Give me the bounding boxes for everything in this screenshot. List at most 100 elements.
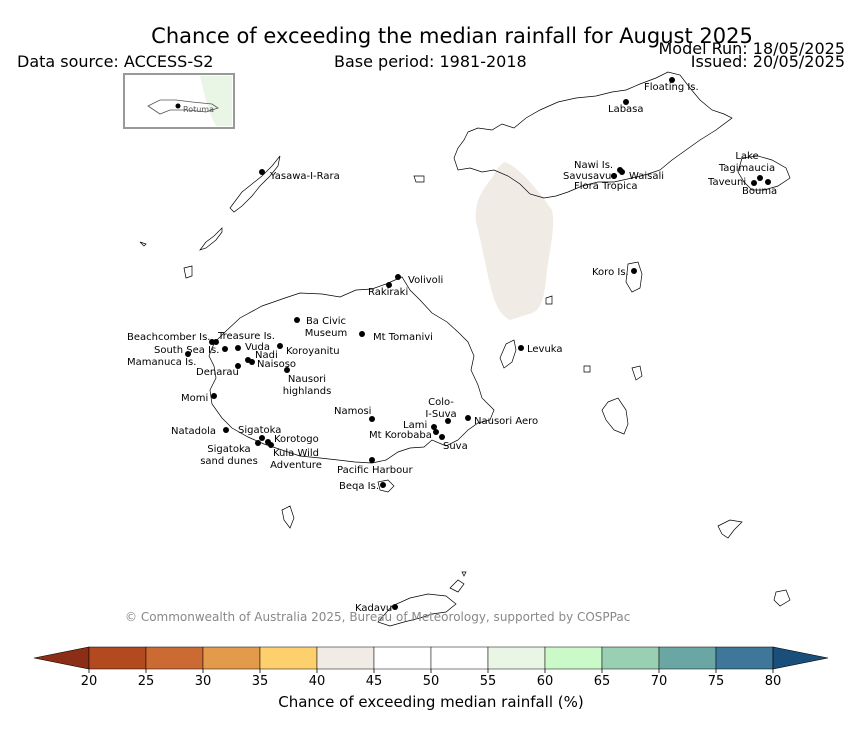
colorbar-tick-label: 60 (537, 674, 554, 689)
place-marker (235, 363, 241, 369)
place-label: Ba Civic Museum (305, 316, 347, 339)
place-label: Levuka (527, 344, 563, 355)
place-markers: Floating Is.Labasa Nawi Is.Savusavu Waisal… (127, 77, 777, 614)
place-label: Colo-I-Suva (425, 397, 456, 420)
colorbar-bin (715, 646, 774, 670)
colorbar-bin (430, 646, 489, 670)
taveuni-coast (737, 155, 791, 191)
place-label: Lake Tagimaucia (718, 151, 775, 174)
place-label: Flora Tropica (574, 181, 637, 192)
place-marker (465, 415, 471, 421)
place-marker (765, 179, 771, 185)
colorbar-bin (487, 646, 546, 670)
viti-levu-coast (208, 276, 495, 464)
place-marker (268, 442, 274, 448)
copyright-notice: © Commonwealth of Australia 2025, Bureau… (125, 610, 631, 624)
place-label: Kadavu (355, 603, 392, 614)
place-label: Sigatoka sand dunes (200, 444, 258, 467)
place-label: Beqa Is. (339, 481, 379, 492)
place-marker (395, 274, 401, 280)
place-marker (392, 604, 398, 610)
place-label: Nausori highlands (283, 374, 332, 397)
place-marker (249, 359, 255, 365)
place-marker (619, 169, 625, 175)
rotuma-label: Rotuma (183, 105, 214, 114)
beqa-coast (377, 479, 395, 493)
colorbar-tick-label: 35 (252, 674, 269, 689)
place-label: Namosi (334, 406, 371, 417)
colorbar-tick-label: 30 (195, 674, 212, 689)
place-label: South Sea Is. (154, 345, 219, 356)
place-label: Bouma (742, 186, 777, 197)
place-label: Denarau (196, 367, 239, 378)
place-label: Nausori Aero (474, 416, 538, 427)
place-label: Rakiraki (368, 287, 408, 298)
place-label: Taveuni (707, 177, 746, 188)
place-label: Mt Tomanivi (373, 332, 433, 343)
colorbar-bin (544, 646, 603, 670)
place-marker (611, 173, 617, 179)
gau-coast (601, 397, 629, 435)
map-title: Chance of exceeding the median rainfall … (151, 24, 753, 48)
kadavu-coast (377, 593, 457, 627)
colorbar-extend-low (33, 646, 90, 670)
place-marker (223, 427, 229, 433)
colorbar-tick-label: 45 (366, 674, 383, 689)
place-marker (669, 77, 675, 83)
colorbar-tick-label: 25 (138, 674, 155, 689)
place-label: Yasawa-I-Rara (269, 171, 340, 182)
colorbar-tick-label: 20 (81, 674, 98, 689)
place-marker (433, 429, 439, 435)
colorbar-bin (373, 646, 432, 670)
place-marker (445, 418, 451, 424)
place-marker (359, 331, 365, 337)
colorbar: 20 25 30 35 40 45 50 55 60 65 70 75 80 (33, 646, 829, 689)
place-label: Nawi Is. (574, 160, 613, 171)
place-marker (369, 457, 375, 463)
place-marker (386, 282, 392, 288)
place-marker (369, 416, 375, 422)
colorbar-bin (658, 646, 717, 670)
place-label: Beachcomber Is. (127, 332, 210, 343)
place-marker (294, 317, 300, 323)
place-marker (439, 434, 445, 440)
data-source-label: Data source: ACCESS-S2 (17, 52, 214, 71)
place-marker (259, 169, 265, 175)
place-label: Nadi (255, 350, 278, 361)
place-marker (255, 440, 261, 446)
colorbar-extend-high (772, 646, 829, 670)
colorbar-bin (145, 646, 204, 670)
colorbar-bin (601, 646, 660, 670)
colorbar-tick-label: 80 (765, 674, 782, 689)
place-marker (259, 435, 265, 441)
ovalau-coast (499, 339, 517, 369)
rotuma-inset: Rotuma (123, 73, 235, 129)
place-label: Lami (403, 420, 427, 431)
place-label: Mamanuca Is. (127, 357, 196, 368)
colorbar-tick-label: 40 (309, 674, 326, 689)
place-marker (631, 268, 637, 274)
colorbar-tick-label: 70 (651, 674, 668, 689)
colorbar-tick-label: 50 (423, 674, 440, 689)
base-period-label: Base period: 1981-2018 (334, 52, 527, 71)
place-marker (185, 351, 191, 357)
colorbar-tick-label: 55 (480, 674, 497, 689)
place-label: Suva (443, 441, 468, 452)
issued-label: Issued: 20/05/2025 (690, 52, 845, 71)
place-marker (284, 367, 290, 373)
place-label: Mt Korobaba (369, 430, 432, 441)
place-marker (623, 99, 629, 105)
place-marker (277, 343, 283, 349)
place-marker (211, 393, 217, 399)
place-label: Savusavu (563, 171, 611, 182)
place-label: Naisoso (257, 359, 296, 370)
place-label: Momi (181, 393, 208, 404)
place-marker (213, 339, 219, 345)
place-marker (757, 175, 763, 181)
colorbar-bin (259, 646, 318, 670)
place-label: Natadola (171, 426, 216, 437)
place-label: Koroyanitu (286, 346, 340, 357)
colorbar-tick-label: 75 (708, 674, 725, 689)
place-marker (235, 345, 241, 351)
